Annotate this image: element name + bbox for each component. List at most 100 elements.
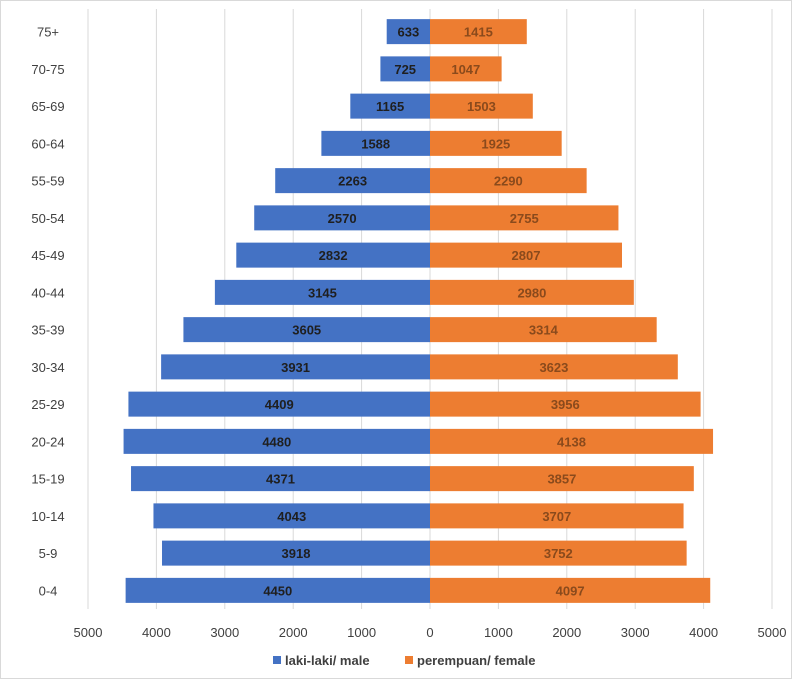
male-data-label: 725 [394, 62, 416, 77]
category-label: 0-4 [39, 583, 58, 598]
female-bar [430, 391, 701, 417]
male-bar [125, 577, 431, 603]
male-bar [162, 540, 431, 566]
bars: 4450 4097 3918 3752 4043 3707 4371 3857 4480 4138… [123, 19, 714, 603]
male-data-label: 3605 [292, 323, 321, 338]
female-data-label: 3314 [529, 323, 559, 338]
category-label: 10-14 [31, 509, 64, 524]
category-label: 25-29 [31, 397, 64, 412]
male-data-label: 4043 [277, 509, 306, 524]
female-data-label: 1415 [464, 25, 493, 40]
legend-label-female: perempuan/ female [417, 653, 536, 668]
female-bar [430, 56, 502, 82]
female-data-label: 3752 [544, 546, 573, 561]
x-tick-label: 2000 [552, 625, 581, 640]
x-tick-label: 5000 [74, 625, 103, 640]
category-label: 5-9 [39, 546, 58, 561]
male-bar [254, 205, 430, 231]
male-data-label: 4450 [263, 583, 292, 598]
female-bar [430, 466, 694, 492]
x-tick-label: 2000 [279, 625, 308, 640]
male-data-label: 633 [397, 25, 419, 40]
female-data-label: 3623 [539, 360, 568, 375]
female-data-label: 1047 [451, 62, 480, 77]
category-label: 65-69 [31, 99, 64, 114]
x-tick-label: 3000 [621, 625, 650, 640]
female-data-label: 3857 [547, 472, 576, 487]
x-tick-label: 4000 [142, 625, 171, 640]
female-bar [430, 205, 619, 231]
female-bar [430, 242, 622, 268]
male-bar [128, 391, 430, 417]
male-data-label: 4480 [262, 434, 291, 449]
male-bar [183, 317, 430, 343]
female-bar [430, 577, 711, 603]
female-bar [430, 354, 678, 380]
male-data-label: 3931 [281, 360, 310, 375]
female-data-label: 2290 [494, 174, 523, 189]
x-axis-ticks: 5000 4000 3000 2000 1000 0 1000 2000 3000 4000 500… [74, 625, 787, 640]
x-tick-label: 1000 [347, 625, 376, 640]
category-label: 75+ [37, 25, 59, 40]
category-label: 30-34 [31, 360, 64, 375]
legend-swatch-female [405, 656, 413, 664]
category-label: 35-39 [31, 323, 64, 338]
category-label: 40-44 [31, 285, 64, 300]
legend: laki-laki/ male perempuan/ female [273, 653, 536, 668]
female-bar [430, 428, 714, 454]
male-data-label: 2832 [319, 248, 348, 263]
legend-label-male: laki-laki/ male [285, 653, 370, 668]
x-tick-label: 4000 [689, 625, 718, 640]
category-label: 45-49 [31, 248, 64, 263]
x-tick-label: 1000 [484, 625, 513, 640]
male-bar [153, 503, 430, 529]
female-data-label: 4097 [556, 583, 585, 598]
category-label: 70-75 [31, 62, 64, 77]
male-bar [214, 279, 430, 305]
category-label: 50-54 [31, 211, 64, 226]
male-bar [275, 168, 430, 194]
x-tick-label: 0 [426, 625, 433, 640]
category-label: 55-59 [31, 174, 64, 189]
female-bar [430, 279, 634, 305]
female-bar [430, 540, 687, 566]
female-bar [430, 503, 684, 529]
female-data-label: 4138 [557, 434, 586, 449]
category-label: 20-24 [31, 434, 64, 449]
male-bar [350, 93, 430, 119]
x-tick-label: 5000 [758, 625, 787, 640]
female-bar [430, 130, 562, 156]
male-data-label: 1165 [376, 99, 404, 114]
female-bar [430, 317, 657, 343]
female-data-label: 1925 [481, 136, 510, 151]
male-bar [380, 56, 430, 82]
male-bar [161, 354, 430, 380]
male-data-label: 4371 [266, 472, 295, 487]
female-bar [430, 19, 527, 45]
male-bar [131, 466, 430, 492]
female-data-label: 2755 [510, 211, 539, 226]
male-data-label: 1588 [361, 136, 390, 151]
legend-swatch-male [273, 656, 281, 664]
female-data-label: 3956 [551, 397, 580, 412]
male-data-label: 4409 [265, 397, 294, 412]
male-data-label: 2570 [328, 211, 357, 226]
category-label: 60-64 [31, 136, 64, 151]
male-bar [321, 130, 430, 156]
x-tick-label: 3000 [210, 625, 239, 640]
male-data-label: 3145 [308, 285, 337, 300]
female-bar [430, 168, 587, 194]
female-data-label: 3707 [542, 509, 571, 524]
female-bar [430, 93, 533, 119]
male-data-label: 2263 [338, 174, 367, 189]
male-bar [123, 428, 431, 454]
male-bar [386, 19, 430, 45]
male-bar [236, 242, 430, 268]
female-data-label: 2980 [517, 285, 546, 300]
category-labels: 0-4 5-9 10-14 15-19 20-24 25-29 30-34 35-39 40-4… [31, 25, 64, 599]
male-data-label: 3918 [282, 546, 311, 561]
female-data-label: 1503 [467, 99, 496, 114]
category-label: 15-19 [31, 472, 64, 487]
